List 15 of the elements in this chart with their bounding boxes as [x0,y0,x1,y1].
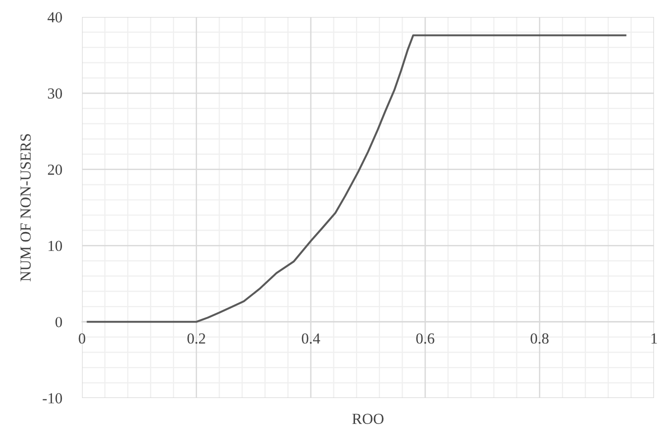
x-tick-label: 0.2 [187,333,206,344]
y-tick-label: -10 [42,393,62,404]
x-axis-title: ROO [352,414,384,424]
x-tick-label: 0.4 [302,333,320,344]
x-tick-label: 0.8 [530,333,549,344]
y-tick-label: 0 [56,316,62,328]
x-tick-label: 0 [78,333,86,344]
x-tick-label: 0.6 [416,333,434,344]
y-axis-title: NUM OF NON-USERS [20,134,31,282]
y-tick-label: 10 [48,240,62,252]
y-tick-label: 20 [48,164,62,175]
y-tick-label: 40 [48,12,62,22]
line-series [86,34,626,323]
y-tick-label: 30 [48,88,62,99]
x-tick-label: 1 [652,333,657,344]
